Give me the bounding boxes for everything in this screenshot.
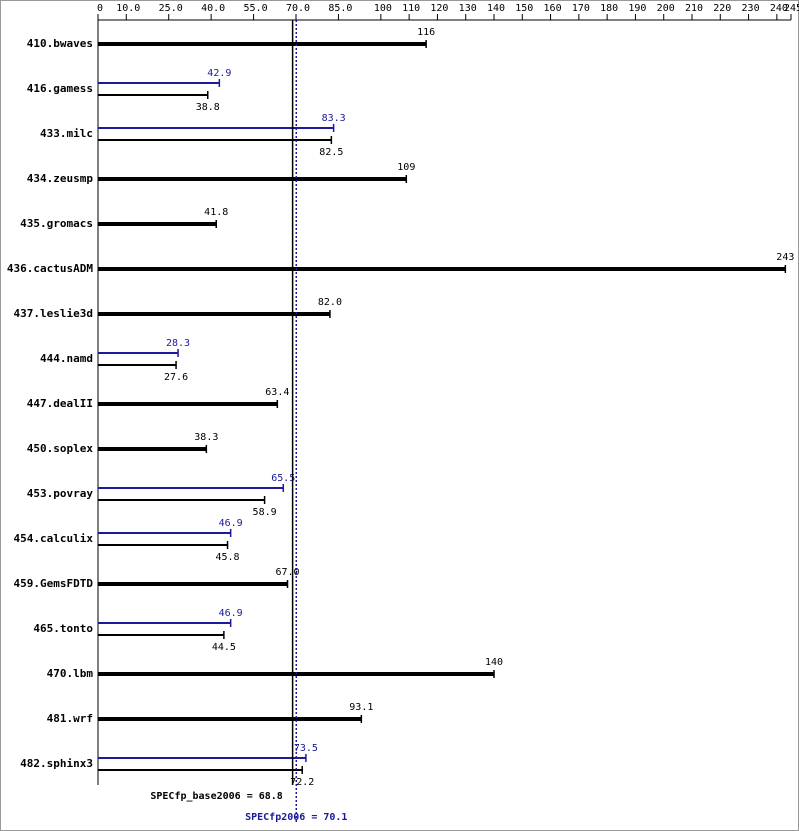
value-label: 63.4 (265, 387, 289, 398)
category-label: 444.namd (40, 352, 93, 365)
x-tick-label: 110 (402, 3, 420, 14)
value-label: 28.3 (166, 338, 190, 349)
value-label: 140 (485, 657, 503, 668)
category-label: 447.dealII (27, 397, 93, 410)
value-label: 116 (417, 27, 435, 38)
value-label: 93.1 (349, 702, 373, 713)
category-label: 437.leslie3d (14, 307, 93, 320)
x-tick-label: 120 (430, 3, 448, 14)
value-label: 38.3 (194, 432, 218, 443)
category-label: 450.soplex (27, 442, 94, 455)
category-label: 433.milc (40, 127, 93, 140)
value-label: 46.9 (219, 518, 243, 529)
value-label: 27.6 (164, 372, 188, 383)
x-tick-label: 200 (657, 3, 675, 14)
value-label: 58.9 (253, 507, 277, 518)
category-label: 434.zeusmp (27, 172, 94, 185)
x-tick-label: 25.0 (159, 3, 183, 14)
x-tick-label: 55.0 (244, 3, 268, 14)
value-label: 83.3 (322, 113, 346, 124)
value-label: 82.5 (319, 147, 343, 158)
value-label: 65.5 (271, 473, 295, 484)
x-tick-label: 245 (784, 3, 799, 14)
value-label: 38.8 (196, 102, 220, 113)
category-label: 459.GemsFDTD (14, 577, 94, 590)
x-tick-label: 170 (572, 3, 590, 14)
reference-label: SPECfp2006 = 70.1 (245, 812, 347, 823)
reference-label: SPECfp_base2006 = 68.8 (150, 791, 282, 802)
value-label: 42.9 (207, 68, 231, 79)
value-label: 109 (397, 162, 415, 173)
x-tick-label: 210 (685, 3, 703, 14)
value-label: 243 (776, 252, 794, 263)
x-tick-label: 10.0 (116, 3, 140, 14)
value-label: 82.0 (318, 297, 342, 308)
x-tick-label: 230 (742, 3, 760, 14)
category-label: 482.sphinx3 (20, 757, 93, 770)
x-tick-label: 140 (487, 3, 505, 14)
category-label: 435.gromacs (20, 217, 93, 230)
x-tick-label: 70.0 (286, 3, 310, 14)
x-tick-label: 85.0 (328, 3, 352, 14)
category-label: 453.povray (27, 487, 94, 500)
x-tick-label: 100 (374, 3, 392, 14)
value-label: 41.8 (204, 207, 228, 218)
value-label: 67.0 (275, 567, 299, 578)
value-label: 73.5 (294, 743, 318, 754)
category-label: 465.tonto (33, 622, 93, 635)
category-label: 481.wrf (47, 712, 93, 725)
x-tick-label: 220 (713, 3, 731, 14)
category-label: 436.cactusADM (7, 262, 93, 275)
x-tick-label: 180 (600, 3, 618, 14)
category-label: 416.gamess (27, 82, 93, 95)
x-tick-label: 40.0 (201, 3, 225, 14)
value-label: 46.9 (219, 608, 243, 619)
value-label: 45.8 (216, 552, 240, 563)
category-label: 454.calculix (14, 532, 94, 545)
x-tick-label: 130 (459, 3, 477, 14)
category-label: 470.lbm (47, 667, 94, 680)
x-tick-label: 150 (515, 3, 533, 14)
x-tick-label: 160 (544, 3, 562, 14)
value-label: 44.5 (212, 642, 236, 653)
x-tick-label: 0 (97, 3, 103, 14)
category-label: 410.bwaves (27, 37, 93, 50)
x-tick-label: 190 (628, 3, 646, 14)
value-label: 72.2 (290, 777, 314, 788)
x-tick-label: 240 (770, 3, 788, 14)
